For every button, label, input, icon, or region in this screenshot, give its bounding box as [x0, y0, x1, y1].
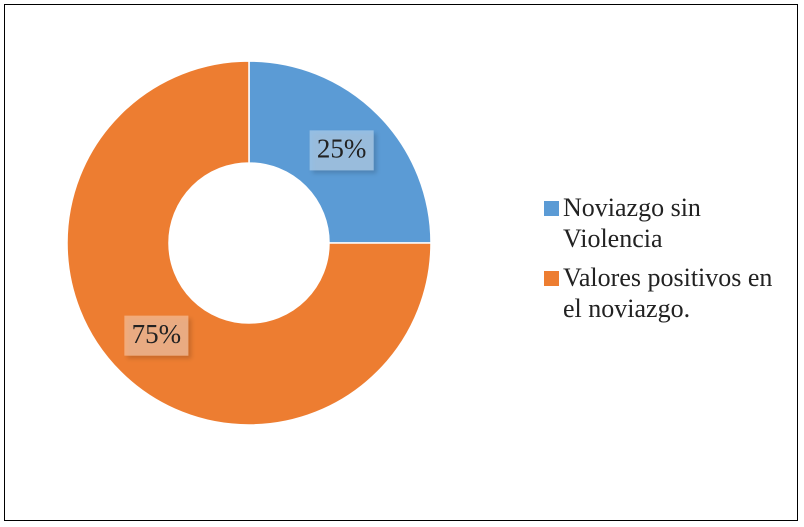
legend-label: Noviazgo sin Violencia [563, 193, 701, 253]
legend-label: Valores positivos en el noviazgo. [563, 263, 773, 323]
data-label: 25% [317, 134, 367, 164]
legend-swatch [544, 201, 559, 216]
legend-entry: Noviazgo sin Violencia [544, 192, 794, 254]
data-label: 75% [132, 319, 182, 349]
legend-entry: Valores positivos en el noviazgo. [544, 262, 794, 324]
data-label-box [309, 130, 374, 171]
chart-frame [4, 4, 798, 521]
data-label-box [124, 315, 189, 356]
legend: Noviazgo sin Violencia Valores positivos … [544, 192, 794, 332]
legend-swatch [544, 271, 559, 286]
